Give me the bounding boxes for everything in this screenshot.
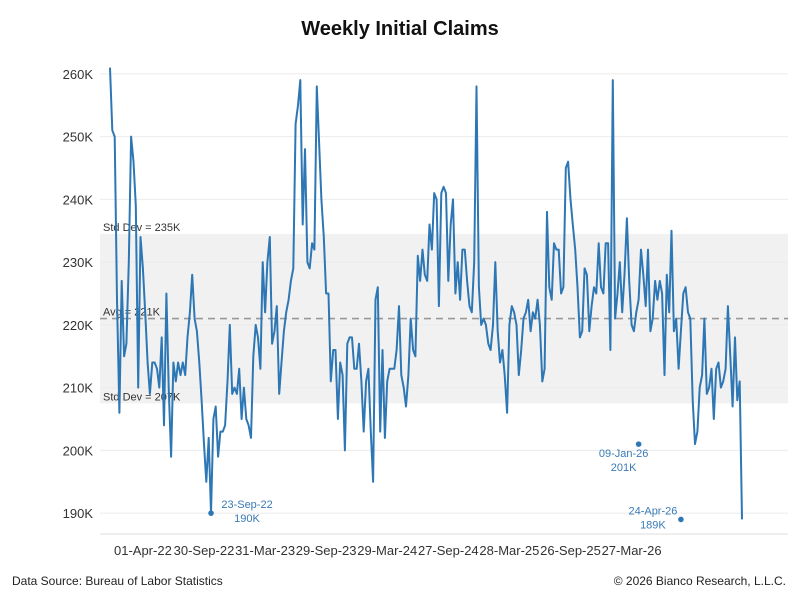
x-tick-label: 31-Mar-23 (235, 543, 295, 558)
annotation-date: 24-Apr-26 (628, 505, 677, 517)
annotation-point (635, 441, 642, 447)
y-tick-label: 190K (63, 506, 94, 521)
data-source-note: Data Source: Bureau of Labor Statistics (12, 574, 223, 588)
x-tick-label: 01-Apr-22 (114, 543, 172, 558)
x-tick-label: 28-Mar-25 (479, 543, 539, 558)
annotation-point (678, 516, 684, 523)
y-tick-label: 240K (63, 192, 94, 207)
copyright-note: © 2026 Bianco Research, L.L.C. (613, 574, 786, 588)
average-label: Avg = 221K (103, 307, 161, 319)
chart-title: Weekly Initial Claims (301, 18, 499, 40)
x-tick-label: 29-Sep-23 (296, 543, 357, 558)
y-tick-label: 230K (63, 255, 94, 270)
x-tick-label: 30-Sep-22 (174, 543, 235, 558)
y-tick-label: 260K (63, 67, 94, 82)
annotation-value: 190K (234, 513, 260, 525)
annotation-value: 201K (611, 462, 637, 474)
x-tick-label: 27-Mar-26 (602, 543, 662, 558)
std-dev-band (100, 233, 788, 404)
std-dev-lower-label: Std Dev = 207K (103, 391, 181, 403)
x-tick-label: 29-Mar-24 (357, 543, 417, 558)
claims-series-line (109, 67, 743, 520)
y-tick-label: 200K (63, 443, 94, 458)
annotation-date: 23-Sep-22 (221, 499, 272, 511)
annotation-value: 189K (640, 519, 666, 531)
x-tick-label: 27-Sep-24 (418, 543, 479, 558)
annotation-point (208, 510, 214, 516)
y-tick-label: 220K (63, 318, 94, 333)
std-dev-upper-label: Std Dev = 235K (103, 222, 181, 234)
annotation-date: 09-Jan-26 (599, 448, 649, 460)
x-tick-label: 26-Sep-25 (540, 543, 601, 558)
y-tick-label: 210K (63, 381, 94, 396)
y-tick-label: 250K (63, 130, 94, 145)
